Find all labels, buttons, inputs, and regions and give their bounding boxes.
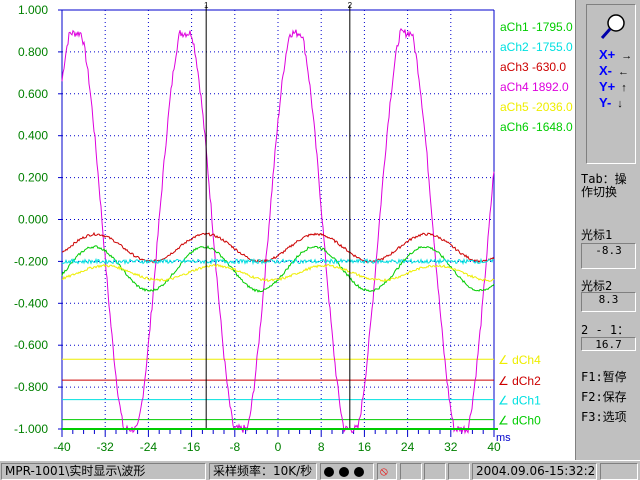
nav-label: X- [599,63,612,78]
y-tick-label: 0.000 [18,213,48,227]
status-indicators [320,463,374,480]
indicator-dot-icon [324,467,334,477]
status-empty [448,463,470,480]
x-tick-label: 8 [318,440,325,454]
waveform-plot[interactable]: -40 -32 -24 -16 -8 0 8 16 24 32 40 1.000 0.800 0.600 0… [0,0,575,460]
no-sign-icon: ⦸ [377,463,397,480]
indicator-dot-icon [354,467,364,477]
status-bar: MPR-1001\实时显示\波形 采样频率：10K/秒 ⦸ 2004.09.06… [0,460,640,480]
digital-label-dCh1: ∠ dCh1 [498,394,541,408]
digital-label-dCh4: ∠ dCh4 [498,353,541,367]
y-tick-label: -0.800 [14,380,48,394]
cursor1-value: -8.3 [581,243,636,269]
x-tick-label: 40 [487,440,501,454]
indicator-dot-icon [339,467,349,477]
cursor-label: 1 [204,1,209,10]
x-unit-label: ms [496,432,511,444]
cursor1-label: 光标1 [581,228,613,242]
f3-options[interactable]: F3:选项 [581,410,627,424]
arrow-right-icon: → [621,50,633,62]
diff-label: 2 - 1： [581,323,630,337]
zoom-magnifier-icon[interactable] [599,13,627,41]
cursor2-label: 光标2 [581,279,613,293]
f1-pause[interactable]: F1:暂停 [581,370,627,384]
nav-label: X+ [599,47,616,62]
series-line-aCh4 [61,27,495,435]
arrow-up-icon: ↑ [621,82,627,94]
legend-aCh4: aCh4 1892.0 [500,80,569,94]
series-line-aCh5 [62,263,495,283]
nav-y-minus[interactable]: Y- ↓ [599,95,623,110]
y-tick-label: 1.000 [18,3,48,17]
tab-hint: Tab：操作切换 [581,172,627,199]
status-datetime: 2004.09.06-15:32:25 [472,463,597,480]
legend-aCh3: aCh3 -630.0 [500,60,566,74]
x-tick-label: 0 [275,440,282,454]
y-tick-label: 0.600 [18,87,48,101]
y-tick-label: 0.800 [18,45,48,59]
x-tick-label: 16 [358,440,372,454]
series-line-aCh2 [61,257,495,266]
digital-label-dCh0: ∠ dCh0 [498,414,541,428]
x-tick-label: -40 [53,440,71,454]
x-tick-label: 24 [401,440,415,454]
series-line-aCh3 [61,231,495,264]
status-path: MPR-1001\实时显示\波形 [1,463,206,480]
y-tick-label: 0.400 [18,129,48,143]
status-sample-rate: 采样频率：10K/秒 [209,463,317,480]
arrow-down-icon: ↓ [617,98,623,110]
cursor-label: 2 [348,1,353,10]
y-tick-label: 0.200 [18,171,48,185]
digital-label-dCh2: ∠ dCh2 [498,374,541,388]
nav-box: X+ → X- ← Y+ ↑ Y- ↓ [586,4,636,164]
arrow-left-icon: ← [618,66,629,78]
legend-aCh1: aCh1 -1795.0 [500,20,573,34]
status-empty [400,463,422,480]
x-tick-label: -24 [140,440,158,454]
x-tick-label: -32 [97,440,115,454]
y-tick-label: -1.000 [14,422,48,436]
series-line-aCh6 [61,245,495,293]
cursor2-value: 8.3 [581,292,636,312]
nav-x-minus[interactable]: X- ← [599,63,629,78]
f2-save[interactable]: F2:保存 [581,390,627,404]
nav-label: Y+ [599,79,616,94]
y-tick-label: -0.200 [14,254,48,268]
x-tick-label: -8 [229,440,240,454]
status-empty [600,463,638,480]
y-tick-label: -0.600 [14,338,48,352]
legend-aCh5: aCh5 -2036.0 [500,100,573,114]
control-panel: X+ → X- ← Y+ ↑ Y- ↓ Tab：操作切换 光标1 -8.3 光标2 8.… [575,0,640,460]
legend-aCh2: aCh2 -1755.0 [500,40,573,54]
status-empty [424,463,446,480]
x-tick-label: -16 [183,440,201,454]
legend-aCh6: aCh6 -1648.0 [500,120,573,134]
nav-y-plus[interactable]: Y+ ↑ [599,79,627,94]
diff-value: 16.7 [581,337,636,351]
nav-x-plus[interactable]: X+ → [599,47,632,62]
y-tick-label: -0.400 [14,296,48,310]
nav-label: Y- [599,95,612,110]
x-tick-label: 32 [444,440,458,454]
